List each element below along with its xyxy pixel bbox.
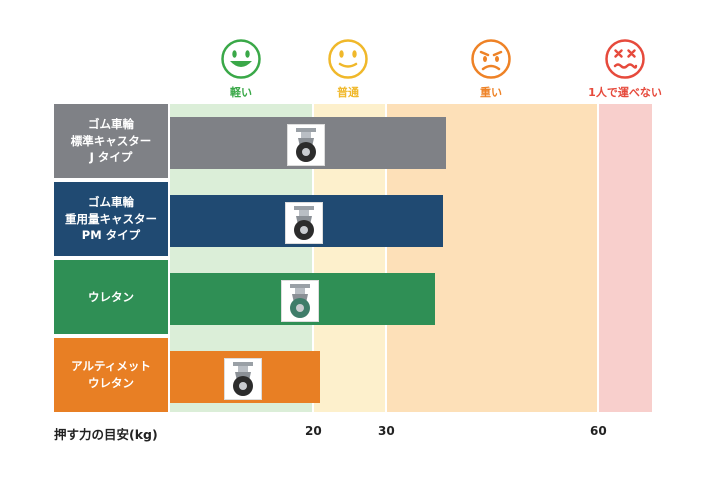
row-label: ゴム車輪 標準キャスター J タイプ bbox=[54, 104, 168, 178]
x-tick-label: 20 bbox=[305, 424, 322, 438]
bar bbox=[170, 351, 321, 403]
x-tick-label: 30 bbox=[378, 424, 395, 438]
zone-label: 1人で運べない bbox=[588, 86, 662, 99]
row-label: ウレタン bbox=[54, 260, 168, 334]
zone-label: 軽い bbox=[230, 86, 252, 99]
caster-wheel-icon bbox=[281, 280, 319, 322]
caster-wheel-icon bbox=[287, 124, 325, 166]
row-label: ゴム車輪 重用量キャスター PM タイプ bbox=[54, 182, 168, 256]
zone-label: 重い bbox=[480, 86, 502, 99]
smile-face-icon bbox=[220, 38, 262, 80]
neutral-face-icon bbox=[327, 38, 369, 80]
caster-wheel-icon bbox=[285, 202, 323, 244]
zone-divider bbox=[312, 104, 314, 412]
dizzy-face-icon bbox=[604, 38, 646, 80]
zone-divider bbox=[385, 104, 387, 412]
x-tick-label: 60 bbox=[590, 424, 607, 438]
bar bbox=[170, 273, 436, 325]
zone-label: 普通 bbox=[337, 86, 359, 99]
frown-face-icon bbox=[470, 38, 512, 80]
zone-divider bbox=[597, 104, 599, 412]
x-axis-title: 押す力の目安(kg) bbox=[54, 427, 158, 442]
bar bbox=[170, 195, 443, 247]
row-label: アルティメット ウレタン bbox=[54, 338, 168, 412]
caster-wheel-icon bbox=[224, 358, 262, 400]
zone-band bbox=[598, 104, 652, 412]
bar bbox=[170, 117, 447, 169]
